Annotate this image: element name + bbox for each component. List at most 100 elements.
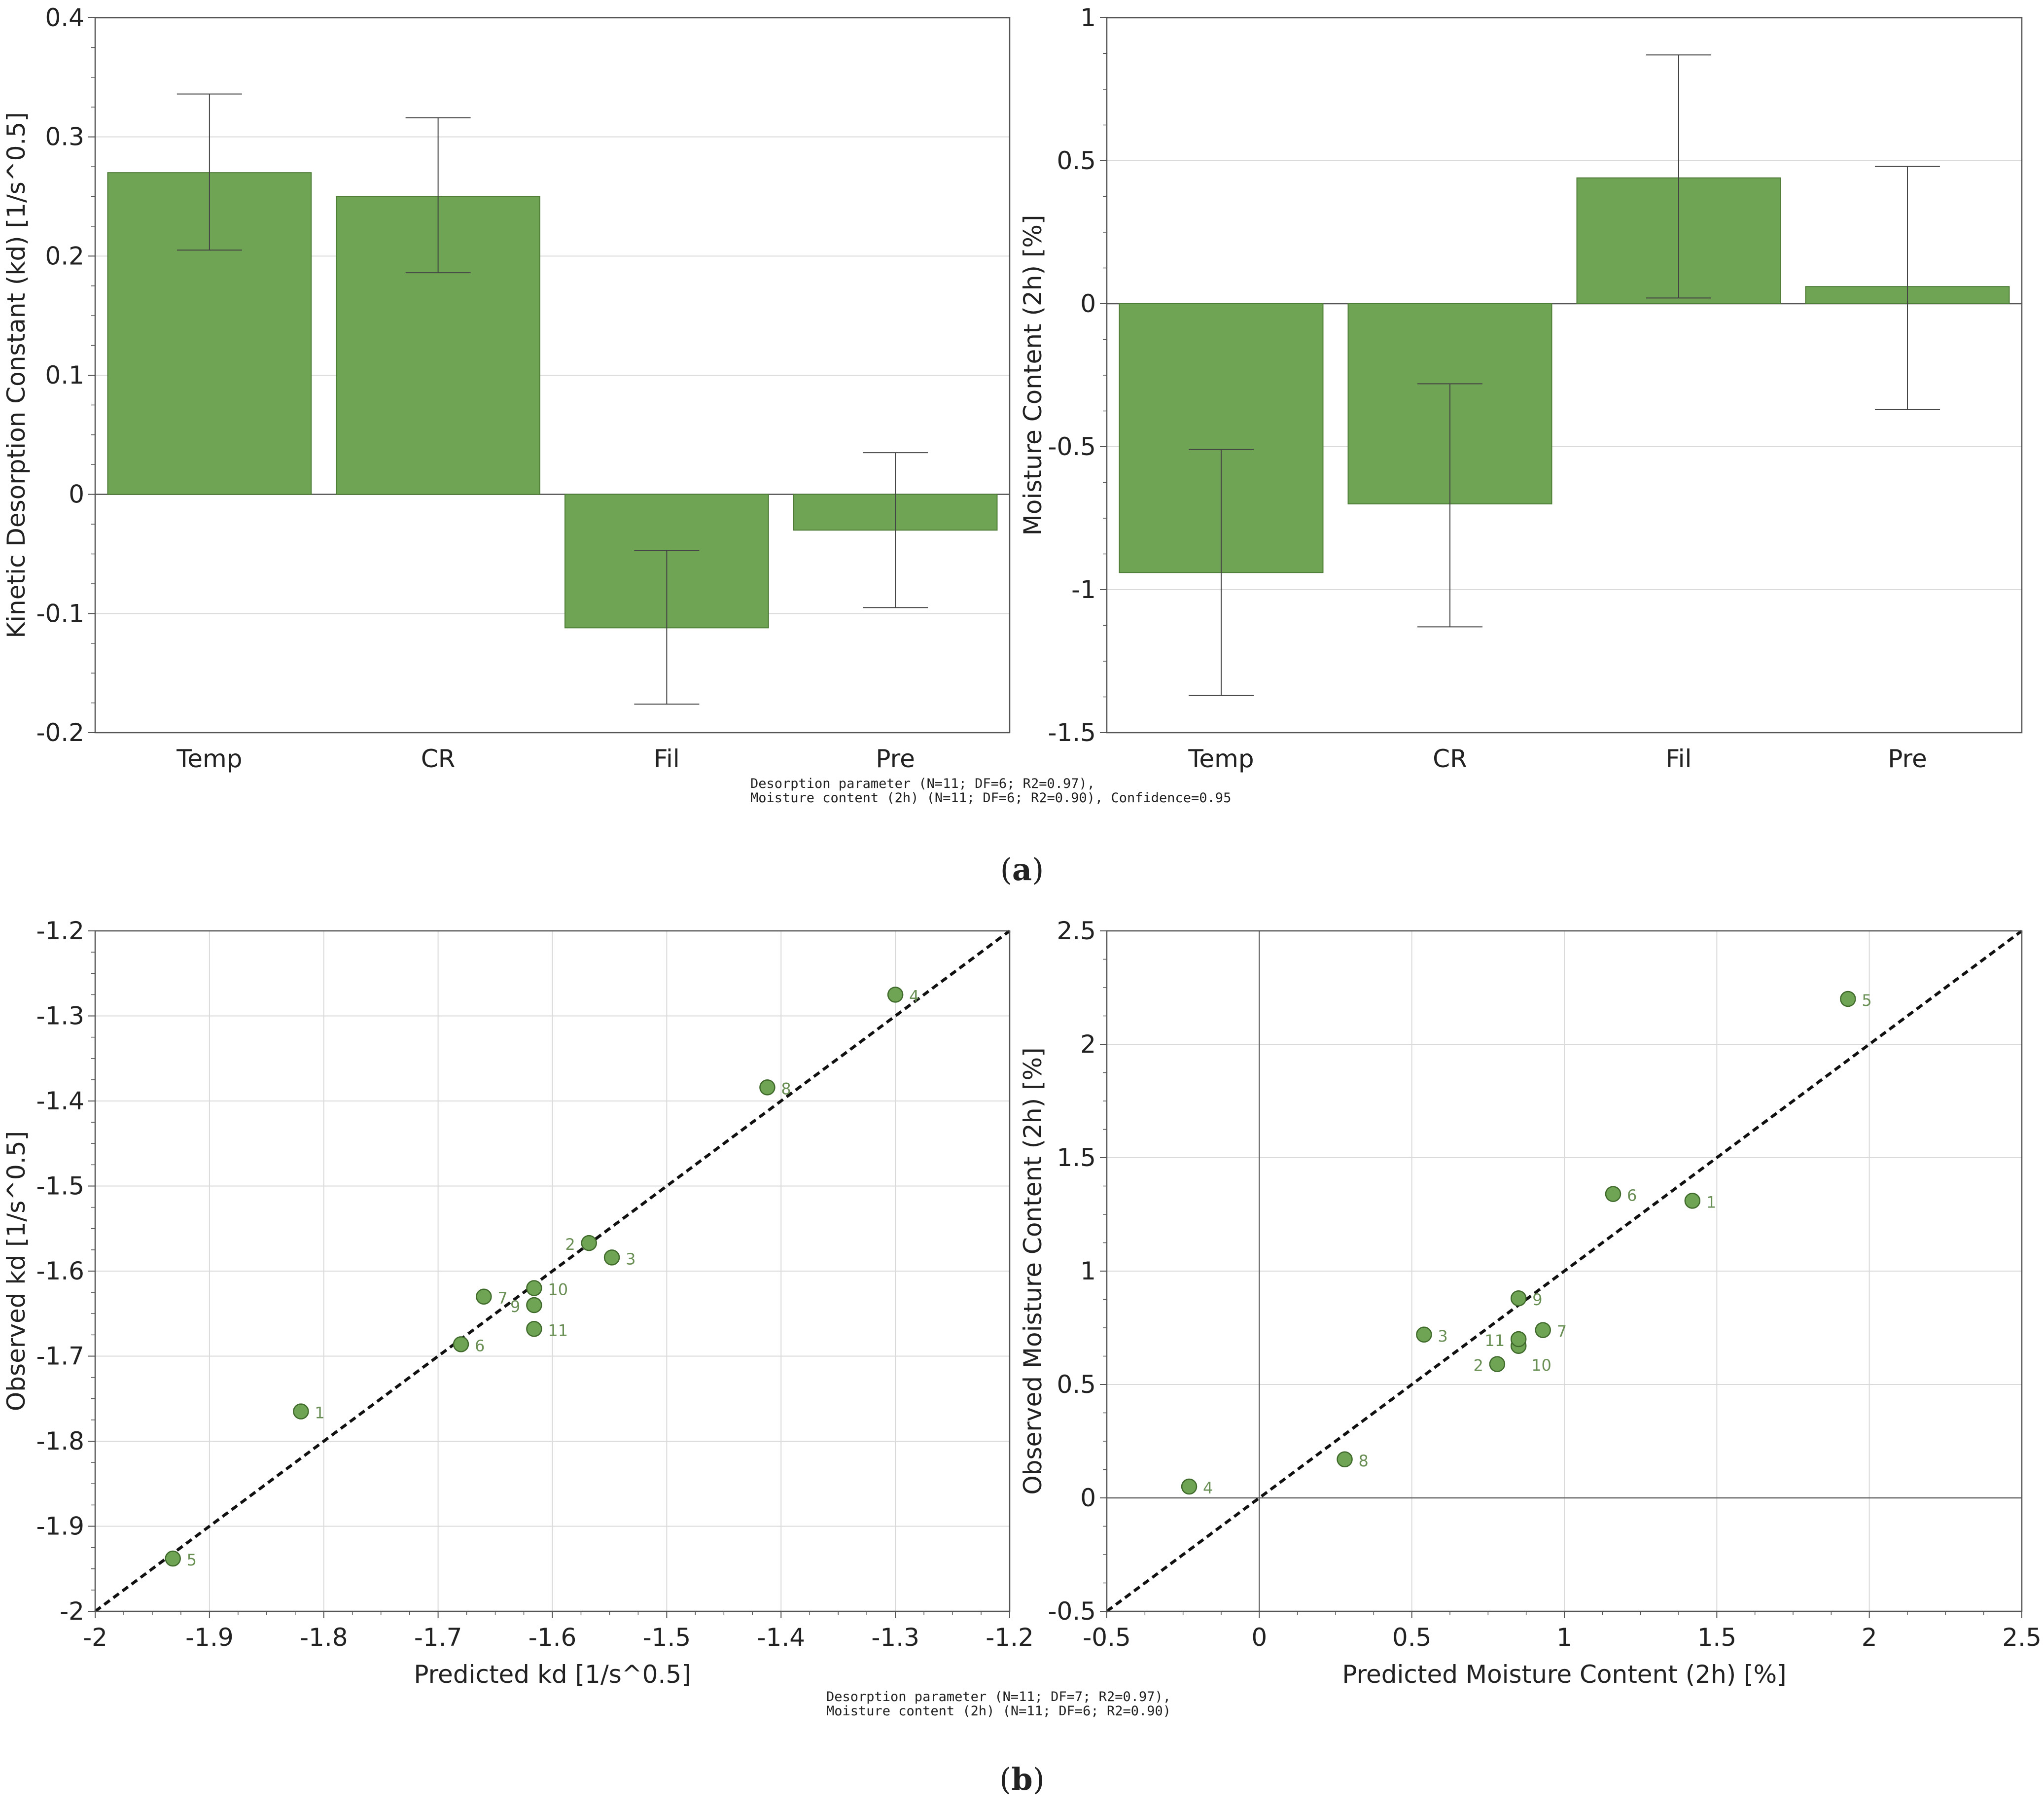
plot-frame xyxy=(94,930,1011,1612)
point-label-8: 8 xyxy=(781,1079,791,1098)
xtick-label: -1.8 xyxy=(300,1623,348,1652)
xtick-label-temp: Temp xyxy=(176,745,242,773)
data-point-8 xyxy=(759,1079,775,1096)
data-point-10 xyxy=(526,1280,542,1296)
ytick-label: 0.3 xyxy=(45,123,84,151)
point-label-9: 9 xyxy=(1532,1290,1542,1309)
xtick-label: -1.3 xyxy=(871,1623,919,1652)
data-point-8 xyxy=(1337,1451,1353,1468)
data-point-1 xyxy=(1684,1193,1701,1209)
xtick-label-temp: Temp xyxy=(1188,745,1254,773)
plot-frame xyxy=(94,17,1011,734)
caption-b: (b) xyxy=(999,1761,1045,1797)
ytick-label: -1.5 xyxy=(36,1172,84,1201)
xtick-label: 1 xyxy=(1556,1623,1572,1652)
ytick-label: -0.5 xyxy=(1048,432,1096,461)
ytick-label: 0.5 xyxy=(1057,1370,1096,1399)
chart-b-left: -2 -1.9 -1.8 -1.7 -1.6 -1.5 -1.4 -1.3 -1.2 -2 -1.9… xyxy=(2,917,1034,1689)
footnote-a-line2: Moisture content (2h) (N=11; DF=6; R2=0.… xyxy=(750,790,1231,806)
point-label-9: 9 xyxy=(510,1297,520,1316)
ytick-label: -1.4 xyxy=(36,1087,84,1115)
data-point-5 xyxy=(165,1550,181,1567)
ytick-label: -0.2 xyxy=(36,718,84,747)
ytick-label: 1 xyxy=(1080,1257,1096,1285)
point-label-11: 11 xyxy=(548,1321,568,1340)
data-point-2 xyxy=(1489,1356,1506,1372)
ytick-label: 0.1 xyxy=(45,361,84,390)
point-label-1: 1 xyxy=(1706,1193,1716,1211)
y-axis-title: Observed Moisture Content (2h) [%] xyxy=(1019,1047,1047,1494)
ytick-label: -1.3 xyxy=(36,1002,84,1030)
data-point-11 xyxy=(1510,1331,1527,1348)
ytick-label: 0 xyxy=(1080,1484,1096,1512)
point-label-3: 3 xyxy=(1438,1327,1447,1346)
xtick-label: 2 xyxy=(1862,1623,1877,1652)
ytick-label: -1.2 xyxy=(36,917,84,945)
data-point-5 xyxy=(1840,991,1856,1007)
plot-frame xyxy=(1106,930,2023,1612)
xtick-label: -0.5 xyxy=(1083,1623,1131,1652)
data-point-11 xyxy=(526,1321,542,1337)
ytick-label: 2 xyxy=(1080,1030,1096,1059)
footnote-b-line1: Desorption parameter (N=11; DF=7; R2=0.9… xyxy=(826,1689,1171,1704)
xtick-label-pre: Pre xyxy=(876,745,915,773)
point-label-2: 2 xyxy=(565,1235,575,1254)
point-label-1: 1 xyxy=(315,1404,324,1422)
ytick-label: 0 xyxy=(69,480,84,509)
xtick-label-fil: Fil xyxy=(654,745,680,773)
point-label-8: 8 xyxy=(1359,1452,1369,1470)
ytick-label: -0.1 xyxy=(36,599,84,628)
data-point-9 xyxy=(1510,1290,1527,1307)
data-point-2 xyxy=(581,1235,597,1251)
data-point-4 xyxy=(1181,1478,1198,1495)
point-label-5: 5 xyxy=(187,1551,197,1569)
point-label-3: 3 xyxy=(626,1249,635,1268)
chart-a-left: -0.2 -0.1 0 0.1 0.2 0.3 0.4 Temp CR Fil Pre Kinetic… xyxy=(2,3,1011,773)
ytick-label: -1 xyxy=(1071,575,1096,604)
xtick-label: -1.5 xyxy=(643,1623,691,1652)
point-label-4: 4 xyxy=(1203,1479,1213,1497)
point-label-2: 2 xyxy=(1474,1356,1483,1375)
ytick-label: 0.2 xyxy=(45,242,84,270)
point-label-6: 6 xyxy=(1627,1186,1637,1205)
point-label-7: 7 xyxy=(497,1289,507,1308)
data-point-7 xyxy=(476,1288,492,1305)
xtick-label: -1.6 xyxy=(529,1623,577,1652)
point-label-5: 5 xyxy=(1862,991,1871,1010)
data-point-6 xyxy=(453,1336,469,1352)
xtick-label: -2 xyxy=(83,1623,107,1652)
point-label-10: 10 xyxy=(1531,1356,1551,1375)
x-axis-title: Predicted kd [1/s^0.5] xyxy=(414,1660,691,1689)
ytick-label: -1.9 xyxy=(36,1512,84,1541)
ytick-label: -1.6 xyxy=(36,1257,84,1285)
data-point-3 xyxy=(1416,1326,1432,1343)
reference-line xyxy=(1106,929,2023,1613)
point-label-11: 11 xyxy=(1484,1331,1505,1350)
y-axis-title: Observed kd [1/s^0.5] xyxy=(2,1131,31,1411)
y-axis-title: Moisture Content (2h) [%] xyxy=(1019,215,1047,536)
xtick-label: -1.4 xyxy=(757,1623,805,1652)
ytick-label: 0.5 xyxy=(1057,146,1096,175)
xtick-label: 2.5 xyxy=(2002,1623,2042,1652)
xtick-label: -1.7 xyxy=(414,1623,462,1652)
ytick-label: -0.5 xyxy=(1048,1597,1096,1626)
ytick-label: -1.5 xyxy=(1048,718,1096,747)
point-label-10: 10 xyxy=(548,1280,568,1299)
data-point-7 xyxy=(1535,1322,1551,1338)
xtick-label-fil: Fil xyxy=(1666,745,1692,773)
data-point-6 xyxy=(1605,1186,1621,1202)
y-axis-title: Kinetic Desorption Constant (kd) [1/s^0.… xyxy=(2,112,31,638)
reference-line xyxy=(94,929,1011,1613)
xtick-label: 1.5 xyxy=(1697,1623,1737,1652)
plot-frame xyxy=(1106,17,2023,734)
ytick-label: -1.7 xyxy=(36,1342,84,1371)
ytick-label: -2 xyxy=(60,1597,84,1626)
ytick-label: 1.5 xyxy=(1057,1143,1096,1172)
footnote-b-line2: Moisture content (2h) (N=11; DF=6; R2=0.… xyxy=(826,1704,1171,1719)
ytick-label: -1.8 xyxy=(36,1427,84,1455)
x-axis-title: Predicted Moisture Content (2h) [%] xyxy=(1342,1660,1786,1689)
ytick-label: 0.4 xyxy=(45,3,84,32)
chart-a-right: -1.5 -1 -0.5 0 0.5 1 Temp CR Fil Pre Moisture Cont… xyxy=(1019,3,2023,773)
xtick-label: -1.2 xyxy=(986,1623,1034,1652)
